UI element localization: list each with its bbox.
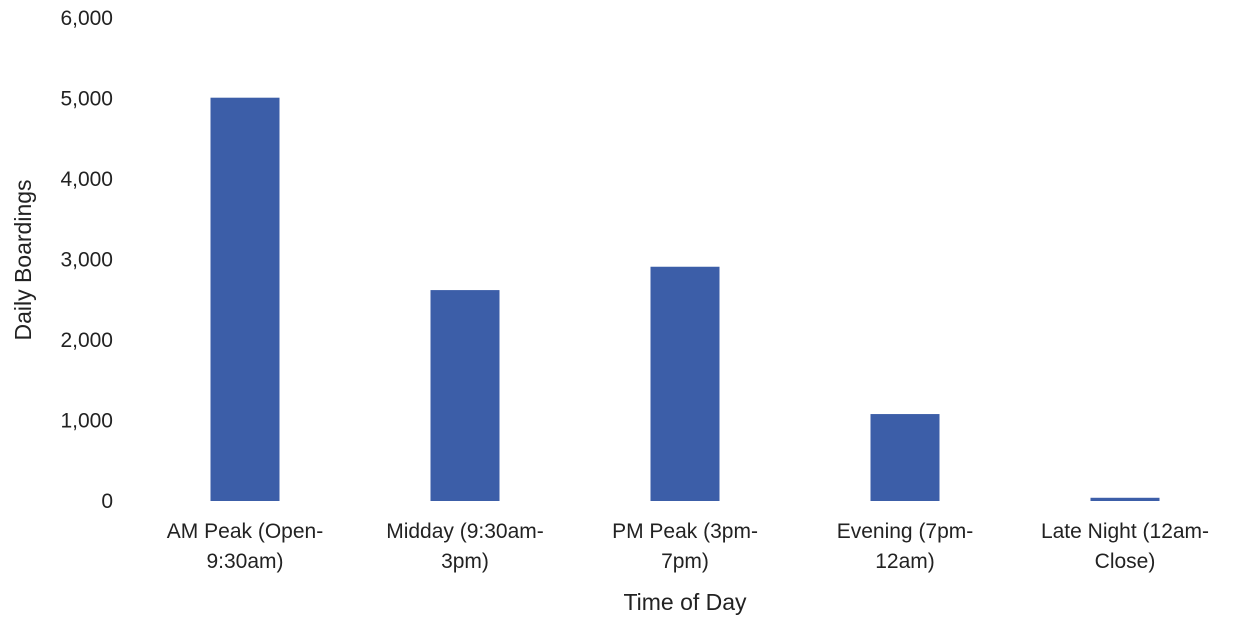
x-category-label-line: AM Peak (Open- (167, 520, 323, 543)
bar (1090, 497, 1160, 501)
y-axis-ticks: 0 1,000 2,000 3,000 4,000 5,000 6,000 (60, 7, 113, 513)
y-tick-label: 4,000 (60, 168, 113, 191)
x-category-label: PM Peak (3pm- 7pm) (612, 520, 758, 573)
x-category-label-line: Midday (9:30am- (386, 520, 544, 543)
x-category-label-line: PM Peak (3pm- (612, 520, 758, 543)
x-axis-title: Time of Day (623, 589, 747, 615)
x-category-label-line: Evening (7pm- (837, 520, 974, 543)
x-category-label: Midday (9:30am- 3pm) (386, 520, 544, 573)
x-category-label-line: Late Night (12am- (1041, 520, 1209, 543)
y-tick-label: 2,000 (60, 329, 113, 352)
bar (210, 97, 280, 501)
y-tick-label: 6,000 (60, 7, 113, 30)
bars (210, 97, 1160, 501)
y-tick-label: 3,000 (60, 249, 113, 272)
x-category-label: AM Peak (Open- 9:30am) (167, 520, 323, 573)
x-category-label: Late Night (12am- Close) (1041, 520, 1209, 573)
y-axis-title: Daily Boardings (10, 179, 36, 340)
x-category-label-line: Close) (1095, 550, 1156, 573)
x-axis-category-labels: AM Peak (Open- 9:30am) Midday (9:30am- 3pm)… (167, 520, 1209, 573)
bar (430, 290, 500, 501)
bar (650, 266, 720, 501)
y-tick-label: 1,000 (60, 410, 113, 433)
x-category-label-line: 7pm) (661, 550, 709, 573)
x-category-label-line: 9:30am) (206, 550, 283, 573)
x-category-label-line: 3pm) (441, 550, 489, 573)
bar (870, 414, 940, 501)
y-tick-label: 0 (101, 490, 113, 513)
x-category-label-line: 12am) (875, 550, 935, 573)
x-category-label: Evening (7pm- 12am) (837, 520, 974, 573)
y-tick-label: 5,000 (60, 88, 113, 111)
